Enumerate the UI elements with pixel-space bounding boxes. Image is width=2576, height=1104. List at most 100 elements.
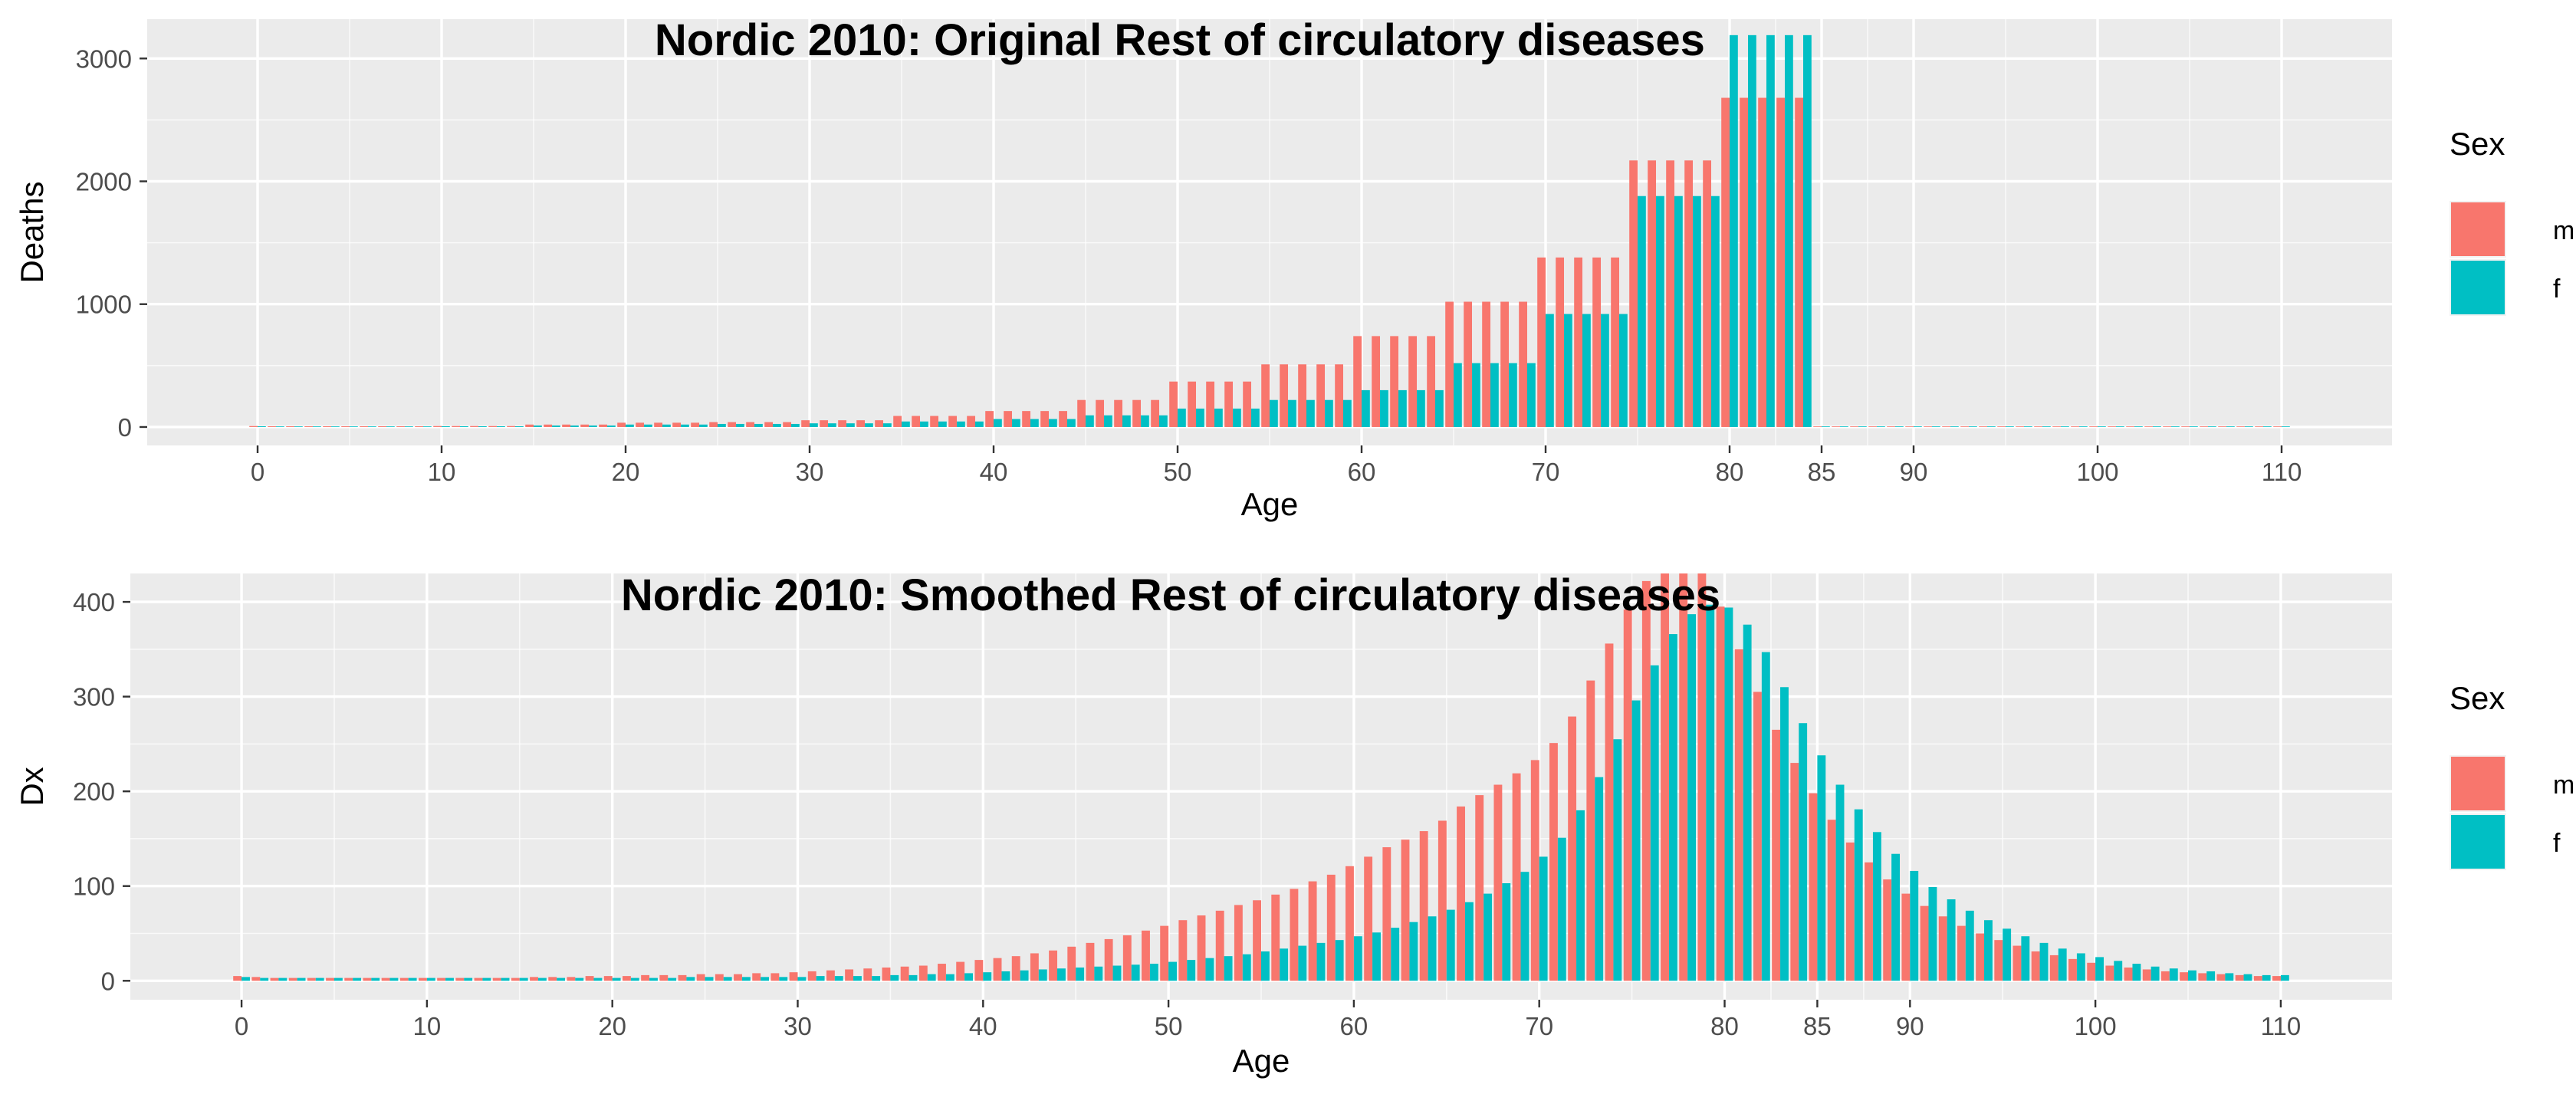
bar-m-age-40 xyxy=(974,960,984,981)
bar-m-age-47 xyxy=(1104,938,1113,981)
bar-m-age-24 xyxy=(691,422,699,427)
bar-f-age-26 xyxy=(736,423,744,427)
bar-m-age-14 xyxy=(507,426,515,427)
y-tick-label: 2000 xyxy=(76,168,132,196)
bar-f-age-106 xyxy=(2208,426,2216,427)
bar-m-age-87 xyxy=(1850,426,1858,427)
x-tick-label: 0 xyxy=(251,458,264,486)
bar-f-age-67 xyxy=(1490,363,1499,427)
bar-f-age-62 xyxy=(1398,389,1407,427)
bar-m-age-59 xyxy=(1326,874,1336,981)
bar-f-age-73 xyxy=(1595,777,1604,981)
bar-f-age-70 xyxy=(1546,314,1554,427)
x-tick-label: 90 xyxy=(1900,458,1928,486)
bar-f-age-72 xyxy=(1576,810,1585,981)
bar-m-age-34 xyxy=(875,420,883,427)
bar-f-age-83 xyxy=(1780,687,1789,981)
bar-m-age-55 xyxy=(1253,900,1261,981)
x-tick-label: 20 xyxy=(612,458,640,486)
bar-m-age-48 xyxy=(1132,399,1141,427)
bar-m-age-103 xyxy=(2144,426,2153,427)
bar-f-age-82 xyxy=(1761,652,1770,981)
bar-m-age-84 xyxy=(1795,97,1803,427)
bar-m-age-54 xyxy=(1234,905,1243,981)
bar-m-age-99 xyxy=(2068,958,2077,981)
x-axis-label: Age xyxy=(1233,1043,1290,1079)
bar-m-age-90 xyxy=(1901,893,1911,981)
bar-f-age-109 xyxy=(2262,974,2271,981)
bar-f-age-49 xyxy=(1149,964,1158,981)
bar-m-age-58 xyxy=(1316,364,1325,427)
bar-m-age-19 xyxy=(585,976,594,981)
bar-f-age-71 xyxy=(1564,314,1572,427)
bar-f-age-75 xyxy=(1631,700,1641,981)
bar-m-age-51 xyxy=(1178,920,1188,981)
bar-f-age-88 xyxy=(1877,426,1885,427)
bar-m-age-67 xyxy=(1482,301,1490,427)
bar-f-age-57 xyxy=(1298,945,1307,981)
bar-m-age-61 xyxy=(1372,336,1380,427)
x-tick-label: 110 xyxy=(2262,458,2302,486)
bar-f-age-77 xyxy=(1674,196,1683,427)
bar-f-age-13 xyxy=(497,426,505,427)
bar-f-age-47 xyxy=(1122,415,1131,427)
bar-f-age-110 xyxy=(2282,426,2290,427)
bar-f-age-59 xyxy=(1335,940,1344,981)
bar-f-age-62 xyxy=(1391,928,1400,981)
bar-f-age-68 xyxy=(1509,363,1517,427)
bar-f-age-78 xyxy=(1687,614,1697,981)
bar-m-age-7 xyxy=(378,426,386,427)
bar-m-age-7 xyxy=(363,978,372,981)
bar-m-age-82 xyxy=(1753,692,1762,981)
bar-f-age-24 xyxy=(699,424,708,427)
bar-m-age-86 xyxy=(1832,426,1840,427)
bar-m-age-29 xyxy=(770,973,780,981)
bar-f-age-55 xyxy=(1270,399,1278,427)
bar-f-age-49 xyxy=(1159,415,1168,427)
bar-m-age-74 xyxy=(1611,257,1619,427)
bar-m-age-28 xyxy=(764,422,773,427)
bar-f-age-44 xyxy=(1057,968,1066,981)
bar-m-age-73 xyxy=(1586,680,1595,981)
bar-f-age-110 xyxy=(2280,974,2289,981)
original-deaths-chart: 0 10 20 30 40 50 60 70 80 85 90 100 110 0 1000 2000 3000… xyxy=(14,15,2574,522)
bar-m-age-60 xyxy=(1353,336,1362,427)
bar-f-age-9 xyxy=(408,978,417,981)
bar-f-age-3 xyxy=(297,978,306,981)
x-tick-label: 10 xyxy=(413,1012,442,1040)
bar-f-age-48 xyxy=(1141,415,1149,427)
bar-f-age-76 xyxy=(1650,665,1659,981)
bar-f-age-56 xyxy=(1288,399,1296,427)
bar-m-age-1 xyxy=(251,977,261,981)
x-tick-label: 0 xyxy=(235,1012,248,1040)
bar-m-age-94 xyxy=(1979,426,1987,427)
bar-m-age-2 xyxy=(286,426,294,427)
bar-m-age-100 xyxy=(2087,962,2096,981)
bar-m-age-53 xyxy=(1224,381,1233,427)
bar-f-age-79 xyxy=(1706,604,1715,981)
x-tick-label: 60 xyxy=(1348,458,1376,486)
bar-m-age-70 xyxy=(1537,257,1546,427)
bar-m-age-26 xyxy=(715,974,724,981)
bar-m-age-78 xyxy=(1679,573,1688,981)
bar-m-age-50 xyxy=(1169,381,1178,427)
bar-m-age-3 xyxy=(304,426,313,427)
bar-m-age-61 xyxy=(1364,856,1373,981)
bar-m-age-37 xyxy=(918,965,928,981)
bar-f-age-43 xyxy=(1049,419,1057,427)
bar-f-age-39 xyxy=(964,973,973,981)
bar-f-age-35 xyxy=(890,974,899,981)
bar-f-age-58 xyxy=(1316,942,1326,981)
bar-m-age-2 xyxy=(270,978,279,981)
bar-m-age-13 xyxy=(474,978,483,981)
bar-f-age-87 xyxy=(1854,809,1863,981)
bar-f-age-65 xyxy=(1454,363,1462,427)
bar-f-age-101 xyxy=(2114,961,2123,981)
bar-m-age-83 xyxy=(1776,97,1785,427)
bar-m-age-85 xyxy=(1809,793,1818,981)
bar-m-age-93 xyxy=(1960,426,1969,427)
bar-m-age-5 xyxy=(341,426,350,427)
bar-m-age-64 xyxy=(1427,336,1435,427)
bar-m-age-9 xyxy=(415,426,423,427)
x-tick-label: 40 xyxy=(980,458,1008,486)
